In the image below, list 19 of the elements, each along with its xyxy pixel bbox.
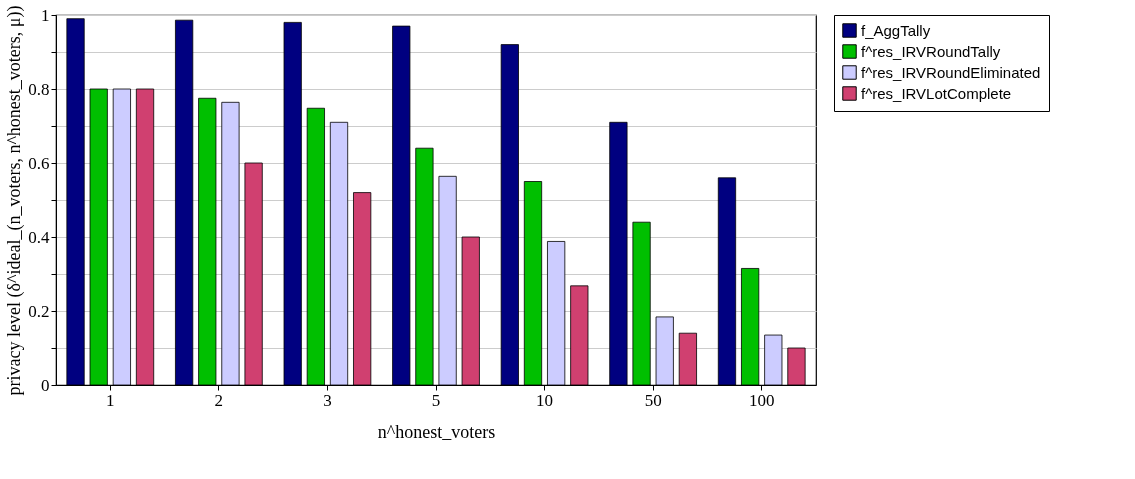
y-tick-label: 1 bbox=[41, 5, 50, 25]
y-tick-label: 0 bbox=[41, 375, 50, 395]
legend-label: f^res_IRVRoundEliminated bbox=[861, 63, 1041, 81]
legend-label: f_AggTally bbox=[861, 21, 931, 39]
y-tick-label: 0.8 bbox=[28, 79, 50, 99]
x-tick-label: 100 bbox=[748, 390, 775, 410]
x-tick-label: 1 bbox=[106, 390, 115, 410]
legend-label: f^res_IRVRoundTally bbox=[861, 42, 1001, 60]
legend-label: f^res_IRVLotComplete bbox=[861, 84, 1012, 102]
x-tick-label: 10 bbox=[536, 390, 554, 410]
x-tick-label: 2 bbox=[214, 390, 224, 410]
x-tick-label: 5 bbox=[431, 390, 441, 410]
y-tick-label: 0.2 bbox=[28, 301, 50, 321]
y-axis-title: privacy level (δ^ideal_(n_voters, n^honest_voters, μ)) bbox=[4, 5, 26, 396]
x-axis-title: n^honest_voters bbox=[377, 421, 496, 442]
y-tick-label: 0.6 bbox=[28, 153, 50, 173]
y-tick-label: 0.4 bbox=[28, 227, 50, 247]
x-tick-label: 50 bbox=[644, 390, 662, 410]
x-tick-label: 3 bbox=[323, 390, 332, 410]
